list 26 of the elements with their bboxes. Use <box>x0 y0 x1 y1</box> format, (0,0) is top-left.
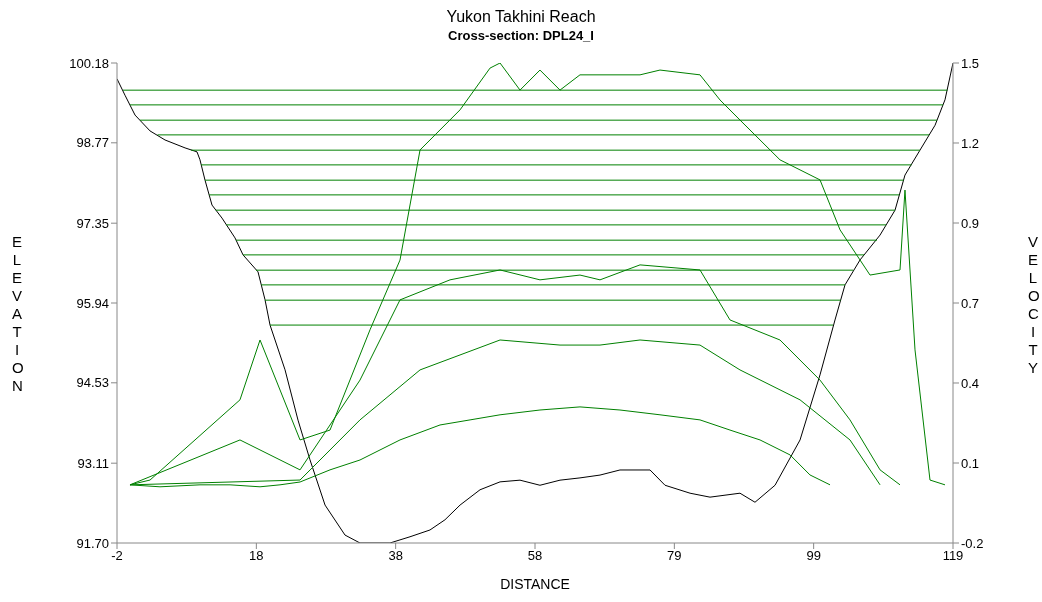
x-axis-title: DISTANCE <box>499 576 571 592</box>
y-tick-label: 100.18 <box>69 55 109 71</box>
y2-tick-label: 1.5 <box>961 55 980 71</box>
y-tick-label: 91.70 <box>76 535 109 551</box>
x-tick-label: 119 <box>942 548 964 564</box>
y-tick-label: 97.35 <box>76 215 109 231</box>
y-tick-label: 98.77 <box>76 135 109 151</box>
chart-title: Yukon Takhini Reach <box>445 8 597 26</box>
y2-tick-label: 1.2 <box>961 135 980 151</box>
x-tick-label: 79 <box>667 548 682 564</box>
y2-axis-title: VELOCITY <box>1028 233 1040 377</box>
y-tick-label: 94.53 <box>76 375 109 391</box>
x-tick-label: 99 <box>806 548 821 564</box>
y2-tick-label: 0.7 <box>961 295 980 311</box>
x-tick-label: 58 <box>527 548 543 564</box>
x-tick-label: 18 <box>249 548 264 564</box>
y2-tick-label: 0.1 <box>961 455 980 471</box>
y-tick-label: 95.94 <box>76 295 109 311</box>
x-tick-label: 38 <box>388 548 403 564</box>
y2-tick-label: 0.9 <box>961 215 980 231</box>
y2-tick-label: -0.2 <box>961 535 984 551</box>
y-tick-label: 93.11 <box>77 455 109 471</box>
y2-tick-label: 0.4 <box>961 375 980 391</box>
x-tick-label: -2 <box>111 548 123 564</box>
text: ELEVATION <box>12 233 24 394</box>
chart-subtitle: Cross-section: DPL24_I <box>447 28 595 43</box>
